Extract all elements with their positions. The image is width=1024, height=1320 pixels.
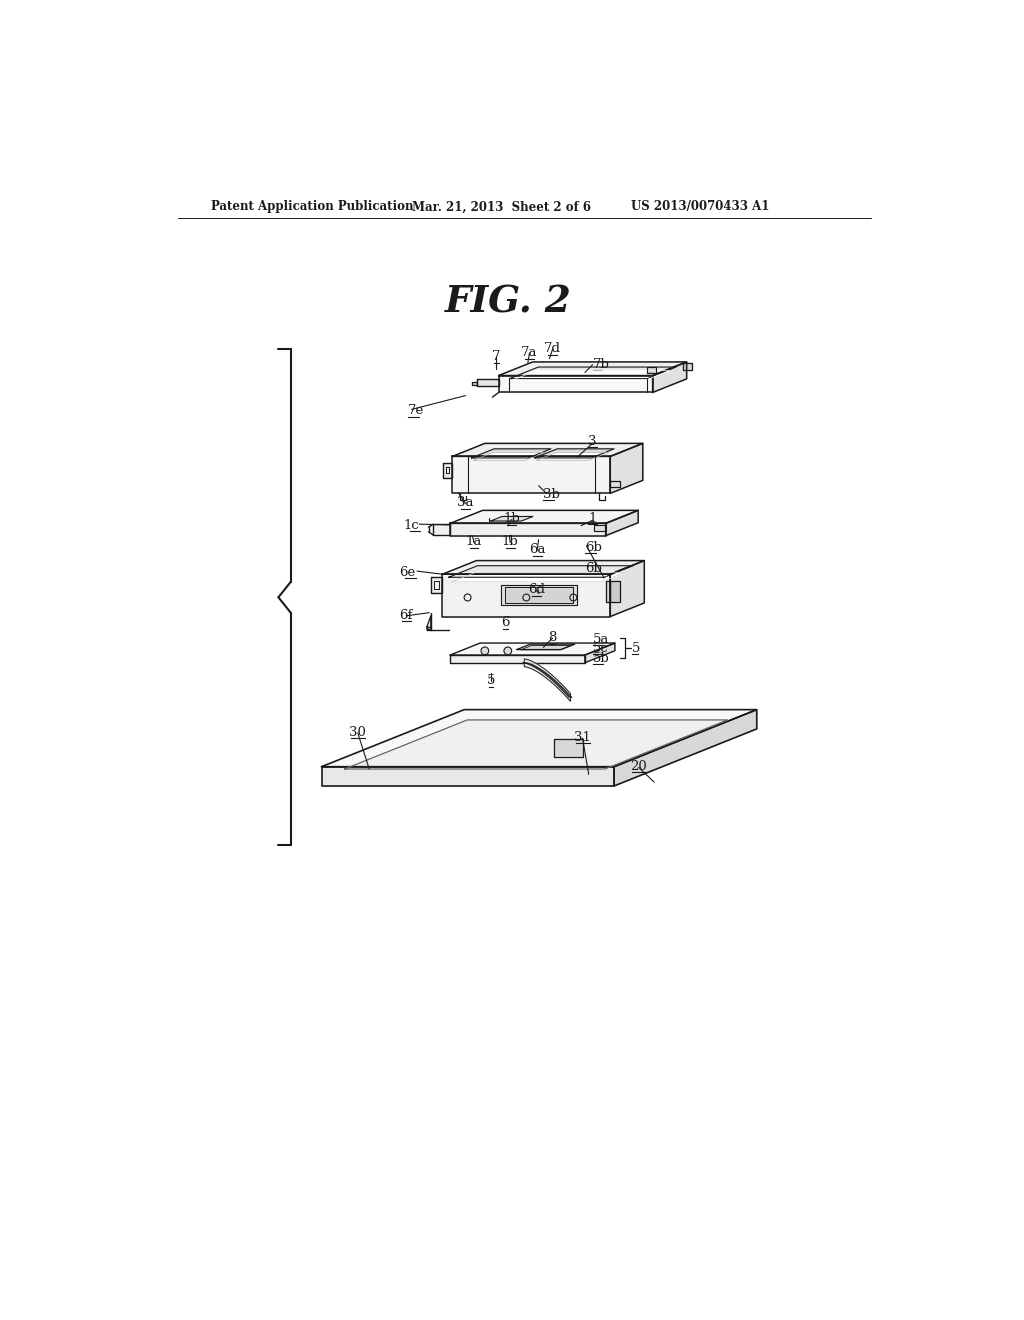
Text: 7e: 7e: [408, 404, 424, 417]
Circle shape: [504, 647, 512, 655]
Text: 6e: 6e: [399, 566, 416, 579]
Text: 1b: 1b: [504, 512, 520, 525]
Text: 20: 20: [631, 760, 647, 774]
Polygon shape: [606, 581, 610, 602]
Text: 1a: 1a: [466, 536, 482, 548]
Polygon shape: [521, 645, 570, 649]
Text: 8: 8: [548, 631, 557, 644]
Text: 5: 5: [632, 642, 640, 655]
Polygon shape: [451, 643, 614, 655]
Text: 1c: 1c: [403, 519, 419, 532]
Text: 5b: 5b: [593, 652, 609, 665]
Polygon shape: [605, 511, 638, 536]
Polygon shape: [509, 367, 676, 379]
Polygon shape: [477, 379, 499, 387]
Text: 6f: 6f: [399, 609, 413, 622]
Text: 6a: 6a: [528, 543, 546, 556]
Polygon shape: [610, 444, 643, 494]
Polygon shape: [610, 581, 620, 602]
Polygon shape: [345, 719, 728, 770]
Polygon shape: [427, 615, 431, 630]
Polygon shape: [614, 710, 757, 785]
Polygon shape: [443, 462, 453, 478]
Text: 31: 31: [574, 731, 591, 744]
Polygon shape: [610, 561, 644, 616]
Polygon shape: [517, 644, 574, 649]
Polygon shape: [474, 453, 546, 461]
Text: 30: 30: [349, 726, 367, 739]
Text: 5c: 5c: [593, 643, 608, 656]
Text: 3: 3: [589, 436, 597, 449]
Text: 1b: 1b: [502, 536, 518, 548]
Polygon shape: [453, 444, 643, 457]
Polygon shape: [433, 524, 451, 535]
Text: FIG. 2: FIG. 2: [444, 282, 571, 321]
Text: 6: 6: [502, 616, 510, 630]
Polygon shape: [499, 376, 652, 392]
Polygon shape: [683, 363, 692, 370]
Polygon shape: [452, 573, 625, 582]
Polygon shape: [322, 767, 614, 785]
Text: 6d: 6d: [527, 583, 545, 597]
Polygon shape: [449, 566, 633, 577]
Polygon shape: [471, 449, 551, 458]
Text: US 2013/0070433 A1: US 2013/0070433 A1: [631, 201, 769, 214]
Text: 3a: 3a: [458, 496, 474, 510]
Text: 1: 1: [589, 512, 597, 525]
Text: Mar. 21, 2013  Sheet 2 of 6: Mar. 21, 2013 Sheet 2 of 6: [412, 201, 591, 214]
Polygon shape: [431, 577, 442, 593]
Circle shape: [481, 647, 488, 655]
Polygon shape: [499, 362, 687, 376]
Text: 6b: 6b: [585, 562, 602, 576]
Text: Patent Application Publication: Patent Application Publication: [211, 201, 414, 214]
Polygon shape: [512, 371, 670, 380]
Polygon shape: [442, 561, 644, 574]
Polygon shape: [490, 516, 532, 521]
Polygon shape: [442, 574, 610, 616]
Text: 7a: 7a: [521, 346, 538, 359]
Polygon shape: [554, 739, 583, 756]
Polygon shape: [646, 367, 655, 372]
Polygon shape: [451, 511, 638, 524]
Polygon shape: [472, 381, 477, 385]
Polygon shape: [594, 525, 605, 531]
Polygon shape: [322, 710, 757, 767]
Text: 3b: 3b: [544, 488, 560, 502]
Polygon shape: [451, 655, 585, 663]
Text: 6b: 6b: [585, 541, 602, 554]
Polygon shape: [505, 587, 573, 603]
Polygon shape: [501, 585, 577, 605]
Polygon shape: [610, 480, 620, 487]
Polygon shape: [451, 524, 605, 536]
Polygon shape: [453, 457, 610, 494]
Polygon shape: [585, 643, 614, 663]
Text: 7b: 7b: [593, 358, 609, 371]
Text: 5: 5: [486, 675, 496, 686]
Text: 5a: 5a: [593, 634, 609, 647]
Polygon shape: [652, 362, 687, 392]
Polygon shape: [537, 453, 608, 461]
Text: 7: 7: [493, 350, 501, 363]
Polygon shape: [535, 449, 614, 458]
Text: 7d: 7d: [544, 342, 561, 355]
